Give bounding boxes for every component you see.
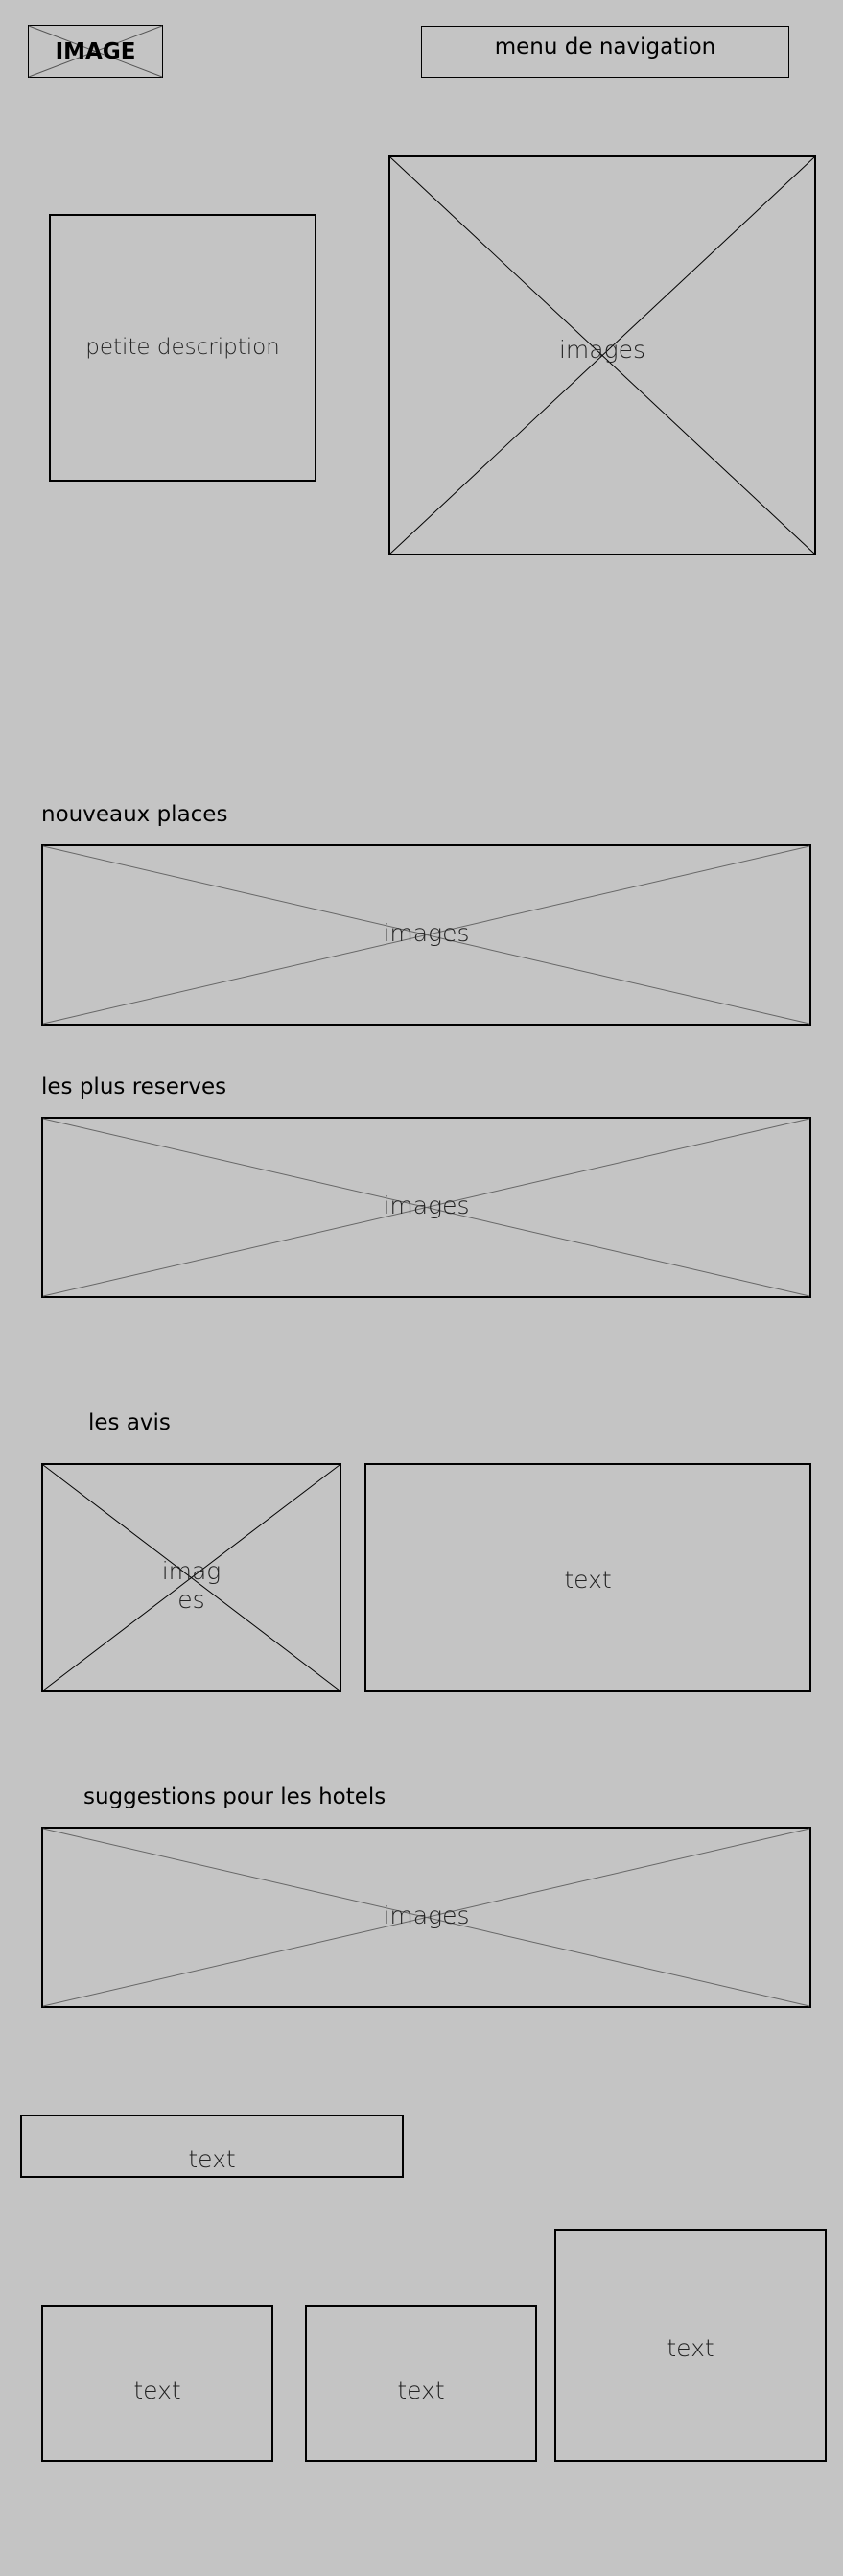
hotel-suggestions-image-placeholder[interactable]: images — [41, 1827, 811, 2008]
footer-card-1-text: text — [133, 2376, 181, 2404]
new-places-heading: nouveaux places — [41, 802, 228, 827]
logo-image-placeholder[interactable]: IMAGE — [28, 25, 163, 78]
navigation-menu[interactable]: menu de navigation — [421, 26, 789, 78]
footer-card-1: text — [41, 2305, 273, 2462]
image-placeholder-cross-icon — [42, 1464, 340, 1691]
most-booked-image-placeholder[interactable]: images — [41, 1117, 811, 1298]
footer-card-3-text: text — [667, 2334, 714, 2362]
image-placeholder-cross-icon — [42, 845, 810, 1025]
footer-card-3: text — [554, 2229, 827, 2462]
footer-card-2: text — [305, 2305, 537, 2462]
hotel-suggestions-heading: suggestions pour les hotels — [83, 1784, 386, 1809]
image-placeholder-cross-icon — [42, 1118, 810, 1297]
footer-wide-text-box: text — [20, 2115, 404, 2178]
image-placeholder-cross-icon — [42, 1828, 810, 2007]
hero-image-placeholder: images — [388, 155, 816, 555]
navigation-menu-label: menu de navigation — [494, 35, 716, 59]
new-places-image-label: images — [383, 919, 470, 947]
hero-description-text: petite description — [85, 335, 280, 360]
reviews-heading: les avis — [88, 1410, 171, 1435]
most-booked-image-label: images — [383, 1192, 470, 1219]
hero-description-box: petite description — [49, 214, 316, 482]
new-places-image-placeholder[interactable]: images — [41, 844, 811, 1026]
hotel-suggestions-image-label: images — [383, 1902, 470, 1929]
review-image-label: imag es — [161, 1557, 222, 1614]
most-booked-heading: les plus reserves — [41, 1075, 227, 1099]
image-placeholder-cross-icon — [389, 156, 815, 555]
review-text-box: text — [364, 1463, 811, 1692]
image-placeholder-cross-icon — [28, 25, 163, 78]
footer-wide-text: text — [188, 2145, 236, 2173]
logo-label: IMAGE — [55, 39, 136, 64]
hero-image-label: images — [558, 336, 646, 364]
review-image-placeholder: imag es — [41, 1463, 341, 1692]
footer-card-2-text: text — [397, 2376, 445, 2404]
review-text: text — [564, 1566, 612, 1594]
